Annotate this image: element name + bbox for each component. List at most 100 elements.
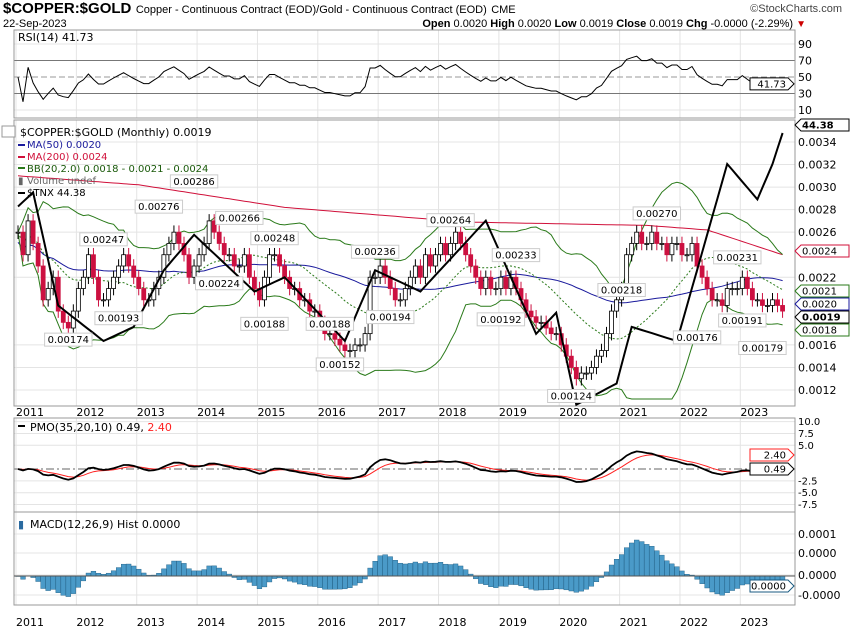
x-tick-label-bottom: 2012 bbox=[76, 616, 104, 629]
macd-histogram-bar bbox=[181, 563, 187, 577]
annotation-label: 0.00231 bbox=[717, 253, 758, 264]
macd-histogram-bar bbox=[176, 560, 182, 577]
macd-histogram-bar bbox=[407, 563, 413, 577]
macd-histogram-bar bbox=[206, 565, 212, 577]
macd-histogram-bar bbox=[201, 569, 207, 577]
candle-body bbox=[664, 243, 670, 256]
candle-body bbox=[282, 265, 287, 278]
candle-body bbox=[578, 372, 584, 380]
candle-body bbox=[96, 276, 101, 301]
macd-histogram-bar bbox=[503, 575, 509, 587]
ma200-swatch bbox=[18, 156, 25, 158]
x-tick-label-bottom: 2020 bbox=[559, 616, 587, 629]
candle-body bbox=[639, 231, 645, 244]
macd-histogram-bar bbox=[603, 571, 610, 577]
price-tick-label: 0.0028 bbox=[798, 204, 837, 217]
macd-histogram-bar bbox=[417, 563, 424, 577]
candle-body bbox=[453, 231, 459, 244]
candle-body bbox=[609, 310, 614, 335]
candle-body bbox=[659, 243, 665, 245]
macd-histogram-bar bbox=[60, 575, 66, 596]
annotation-label: 0.00193 bbox=[98, 314, 139, 325]
brand: ©StockCharts.com bbox=[750, 3, 842, 15]
macd-histogram-bar bbox=[493, 575, 499, 588]
price-tick-label: 0.0022 bbox=[798, 271, 837, 284]
macd-histogram-bar bbox=[578, 575, 584, 592]
macd-tick-label: -0.0000 bbox=[798, 589, 840, 602]
macd-histogram-bar bbox=[613, 559, 620, 577]
macd-histogram-bar bbox=[347, 575, 353, 588]
series-layer bbox=[14, 55, 795, 597]
annotation-label: 0.00286 bbox=[173, 177, 214, 188]
macd-histogram-bar bbox=[332, 575, 338, 590]
candle-body bbox=[770, 299, 775, 306]
candle-body bbox=[533, 316, 539, 323]
candle-body bbox=[644, 243, 650, 245]
candle-body bbox=[357, 344, 363, 347]
macd-tick-label: 0.0001 bbox=[798, 528, 837, 541]
chg-label: Chg bbox=[686, 18, 708, 30]
candle-body bbox=[483, 276, 489, 289]
candle-body bbox=[196, 254, 202, 267]
macd-histogram-bar bbox=[724, 575, 730, 593]
annotation-box bbox=[134, 199, 184, 214]
macd-histogram-bar bbox=[372, 561, 378, 577]
macd-histogram-bar bbox=[734, 575, 740, 589]
candle-body bbox=[35, 243, 41, 267]
candle-body bbox=[342, 344, 348, 351]
macd-histogram-bar bbox=[588, 575, 595, 587]
legend-ma50: MA(50) 0.0020 bbox=[27, 140, 101, 151]
macd-histogram-bar bbox=[427, 562, 434, 577]
pmo-legend: PMO(35,20,10) 0.49, 2.40 bbox=[30, 421, 172, 434]
candle-body bbox=[573, 367, 579, 380]
candle-body bbox=[739, 276, 745, 289]
macd-histogram-bar bbox=[50, 575, 56, 590]
candle-body bbox=[694, 243, 700, 267]
macd-value-tag-box bbox=[749, 579, 795, 593]
candle-body bbox=[211, 220, 217, 233]
annotation-box bbox=[350, 244, 400, 259]
candle-body bbox=[599, 350, 604, 357]
macd-histogram-bar bbox=[644, 544, 650, 577]
macd-histogram-bar bbox=[624, 547, 630, 577]
x-tick-label-bottom: 2014 bbox=[197, 616, 225, 629]
annotation-label: 0.00276 bbox=[138, 202, 179, 213]
annotation-box bbox=[713, 250, 762, 265]
macd-histogram-bar bbox=[714, 575, 720, 595]
annotation-label: 0.00192 bbox=[480, 315, 521, 326]
macd-histogram-bar bbox=[246, 575, 252, 583]
macd-histogram-bar bbox=[729, 575, 735, 591]
macd-histogram-bar bbox=[211, 565, 217, 577]
macd-histogram-bar bbox=[377, 555, 383, 577]
candle-body bbox=[478, 276, 484, 289]
close-value-tag-text: 0.0019 bbox=[802, 313, 841, 324]
macd-histogram-bar bbox=[287, 575, 293, 582]
candle-body bbox=[699, 265, 705, 278]
low-value: 0.0019 bbox=[579, 18, 614, 30]
annotation-label: 0.00194 bbox=[370, 313, 411, 324]
macd-histogram-bar bbox=[483, 575, 489, 585]
macd-histogram-bar bbox=[302, 575, 308, 585]
macd-value-tag: 0.0000 bbox=[749, 579, 795, 593]
annotation-box bbox=[597, 283, 646, 298]
tnx-value-tag-text: 44.38 bbox=[802, 121, 834, 132]
macd-histogram-bar bbox=[75, 575, 81, 588]
macd-histogram-bar bbox=[634, 539, 640, 577]
annotation-box bbox=[672, 330, 722, 345]
candle-body bbox=[498, 276, 504, 289]
candle-body bbox=[101, 299, 106, 302]
x-tick-label-top: 2021 bbox=[620, 406, 648, 419]
x-tick-label-top: 2017 bbox=[378, 406, 406, 419]
macd-histogram-bar bbox=[161, 568, 167, 577]
macd-histogram-bar bbox=[538, 575, 544, 591]
pmo-legend-signal: 2.40 bbox=[147, 421, 172, 434]
candle-body bbox=[267, 254, 272, 278]
macd-histogram-bar bbox=[649, 546, 655, 577]
candle-body bbox=[775, 299, 780, 306]
candle-body bbox=[684, 254, 690, 257]
candle-body bbox=[412, 265, 418, 278]
close-value-tag-box bbox=[794, 310, 850, 324]
macd-histogram-bar bbox=[35, 575, 41, 582]
legend-ma200: MA(200) 0.0024 bbox=[27, 152, 108, 163]
